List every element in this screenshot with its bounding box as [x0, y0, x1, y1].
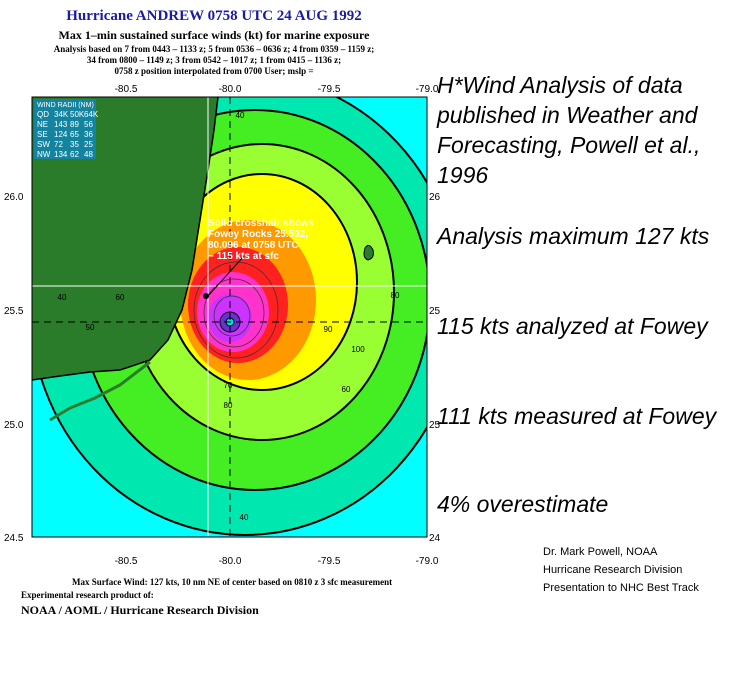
map-subtitle: Max 1–min sustained surface winds (kt) f… [58, 28, 370, 42]
annotation-pointer [207, 255, 245, 297]
wind-bands [32, 97, 427, 537]
wind-radii-cell: 124 [54, 130, 68, 139]
contour-label: 40 [58, 293, 67, 302]
inner-contours [193, 261, 279, 359]
contour-label: 80 [391, 291, 400, 300]
contour-labels: 40 40 50 60 60 70 80 80 90 100 40 [58, 111, 400, 522]
lon-ticks-top: -80.5 -80.0 -79.5 -79.0 [115, 84, 439, 95]
note-analysis-maximum: Analysis maximum 127 kts [437, 223, 710, 249]
contour-label: 80 [224, 401, 233, 410]
contour-label: 40 [236, 111, 245, 120]
lon-tick-label: -79.5 [318, 556, 341, 567]
wind-radii-cell: 50K [70, 110, 85, 119]
analysis-line-3: 0758 z position interpolated from 0700 U… [114, 66, 314, 76]
wind-radii-cell: 48 [84, 150, 93, 159]
lon-tick-label: -79.0 [416, 84, 439, 95]
note-hwind-publication: H*Wind Analysis of data published in Wea… [437, 72, 701, 188]
coast-outline [32, 97, 219, 381]
lat-tick-label: 24.5 [429, 533, 440, 544]
wind-radii-cell: 134 [54, 150, 68, 159]
lon-tick-label: -79.5 [318, 84, 341, 95]
note-analyzed-fowey: 115 kts analyzed at Fowey [437, 313, 708, 339]
wind-radii-cell: QD [37, 110, 49, 119]
lat-ticks-left: 26.0 25.5 25.0 24.5 [4, 192, 24, 544]
lon-tick-label: -80.5 [115, 84, 138, 95]
contour-label: 90 [324, 325, 333, 334]
lon-tick-label: -80.0 [219, 556, 242, 567]
organization-label: NOAA / AOML / Hurricane Research Divisio… [21, 603, 259, 617]
wind-radii-box [34, 99, 96, 159]
wind-radii-title: WIND RADII (NM) [37, 102, 94, 109]
wind-radii-cell: 65 [70, 130, 79, 139]
fowey-rocks-marker [203, 293, 209, 299]
florida-keys [49, 360, 151, 422]
credit-division: Hurricane Research Division [543, 564, 683, 576]
wind-radii-table: QD 34K 50K 64K NE 143 89 56 SE 124 65 36 SW 72 35 25 NW 1… [37, 110, 99, 159]
credit-presentation: Presentation to NHC Best Track [543, 582, 699, 594]
lat-tick-label: 26.0 [429, 192, 440, 203]
lat-tick-label: 25.5 [429, 306, 440, 317]
wind-radii-cell: 72 [54, 140, 63, 149]
lat-tick-label: 25.0 [429, 420, 440, 431]
analysis-line-1: Analysis based on 7 from 0443 – 1133 z; … [53, 44, 375, 54]
wind-radii-cell: 35 [70, 140, 79, 149]
lat-tick-label: 25.0 [4, 420, 24, 431]
wind-field-map: WIND RADII (NM) QD 34K 50K 64K NE 143 89 56 SE 12… [4, 84, 440, 567]
wind-radii-cell: 34K [54, 110, 69, 119]
lat-ticks-right: 26.0 25.5 25.0 24.5 [429, 192, 440, 544]
max-surface-wind-note: Max Surface Wind: 127 kts, 10 nm NE of c… [72, 577, 393, 587]
lon-tick-label: -80.0 [219, 84, 242, 95]
analysis-line-2: 34 from 0800 – 1149 z; 3 from 0542 – 101… [86, 55, 342, 65]
wind-radii-cell: 36 [84, 130, 93, 139]
contour-label: 60 [342, 385, 351, 394]
note-overestimate: 4% overestimate [437, 491, 609, 517]
plot-frame [31, 96, 428, 538]
wind-radii-cell: SE [37, 130, 48, 139]
wind-radii-cell: NE [37, 120, 48, 129]
lat-tick-label: 24.5 [4, 533, 24, 544]
wind-radii-cell: 56 [84, 120, 93, 129]
wind-radii-cell: 64K [84, 110, 99, 119]
annotation-line: 80.096 at 0758 UTC [208, 240, 299, 251]
annotation-line: ~ 115 kts at sfc [208, 251, 279, 262]
note-measured-fowey: 111 kts measured at Fowey [437, 403, 717, 429]
wind-radii-cell: SW [37, 140, 50, 149]
lon-tick-label: -80.5 [115, 556, 138, 567]
lat-tick-label: 26.0 [4, 192, 24, 203]
florida-land [32, 97, 218, 380]
contour-label: 40 [240, 513, 249, 522]
wind-radii-cell: 89 [70, 120, 79, 129]
wind-radii-cell: NW [37, 150, 51, 159]
wind-radii-cell: 62 [70, 150, 79, 159]
wind-radii-cell: 143 [54, 120, 68, 129]
bahamas-island [363, 244, 374, 261]
annotation-line: Fowey Rocks 25.592, [208, 229, 308, 240]
wind-radii-cell: 25 [84, 140, 93, 149]
credit-author: Dr. Mark Powell, NOAA [543, 546, 658, 558]
lat-tick-label: 25.5 [4, 306, 24, 317]
lon-ticks-bottom: -80.5 -80.0 -79.5 -79.0 [115, 556, 439, 567]
contour-label: 100 [351, 345, 365, 354]
lon-tick-label: -79.0 [416, 556, 439, 567]
contour-label: 60 [116, 293, 125, 302]
map-title: Hurricane ANDREW 0758 UTC 24 AUG 1992 [66, 8, 362, 24]
contour-label: 70 [224, 381, 233, 390]
annotation-line: Solid crosshair shows [208, 218, 315, 229]
contour-label: 50 [86, 323, 95, 332]
experimental-note: Experimental research product of: [21, 590, 154, 600]
